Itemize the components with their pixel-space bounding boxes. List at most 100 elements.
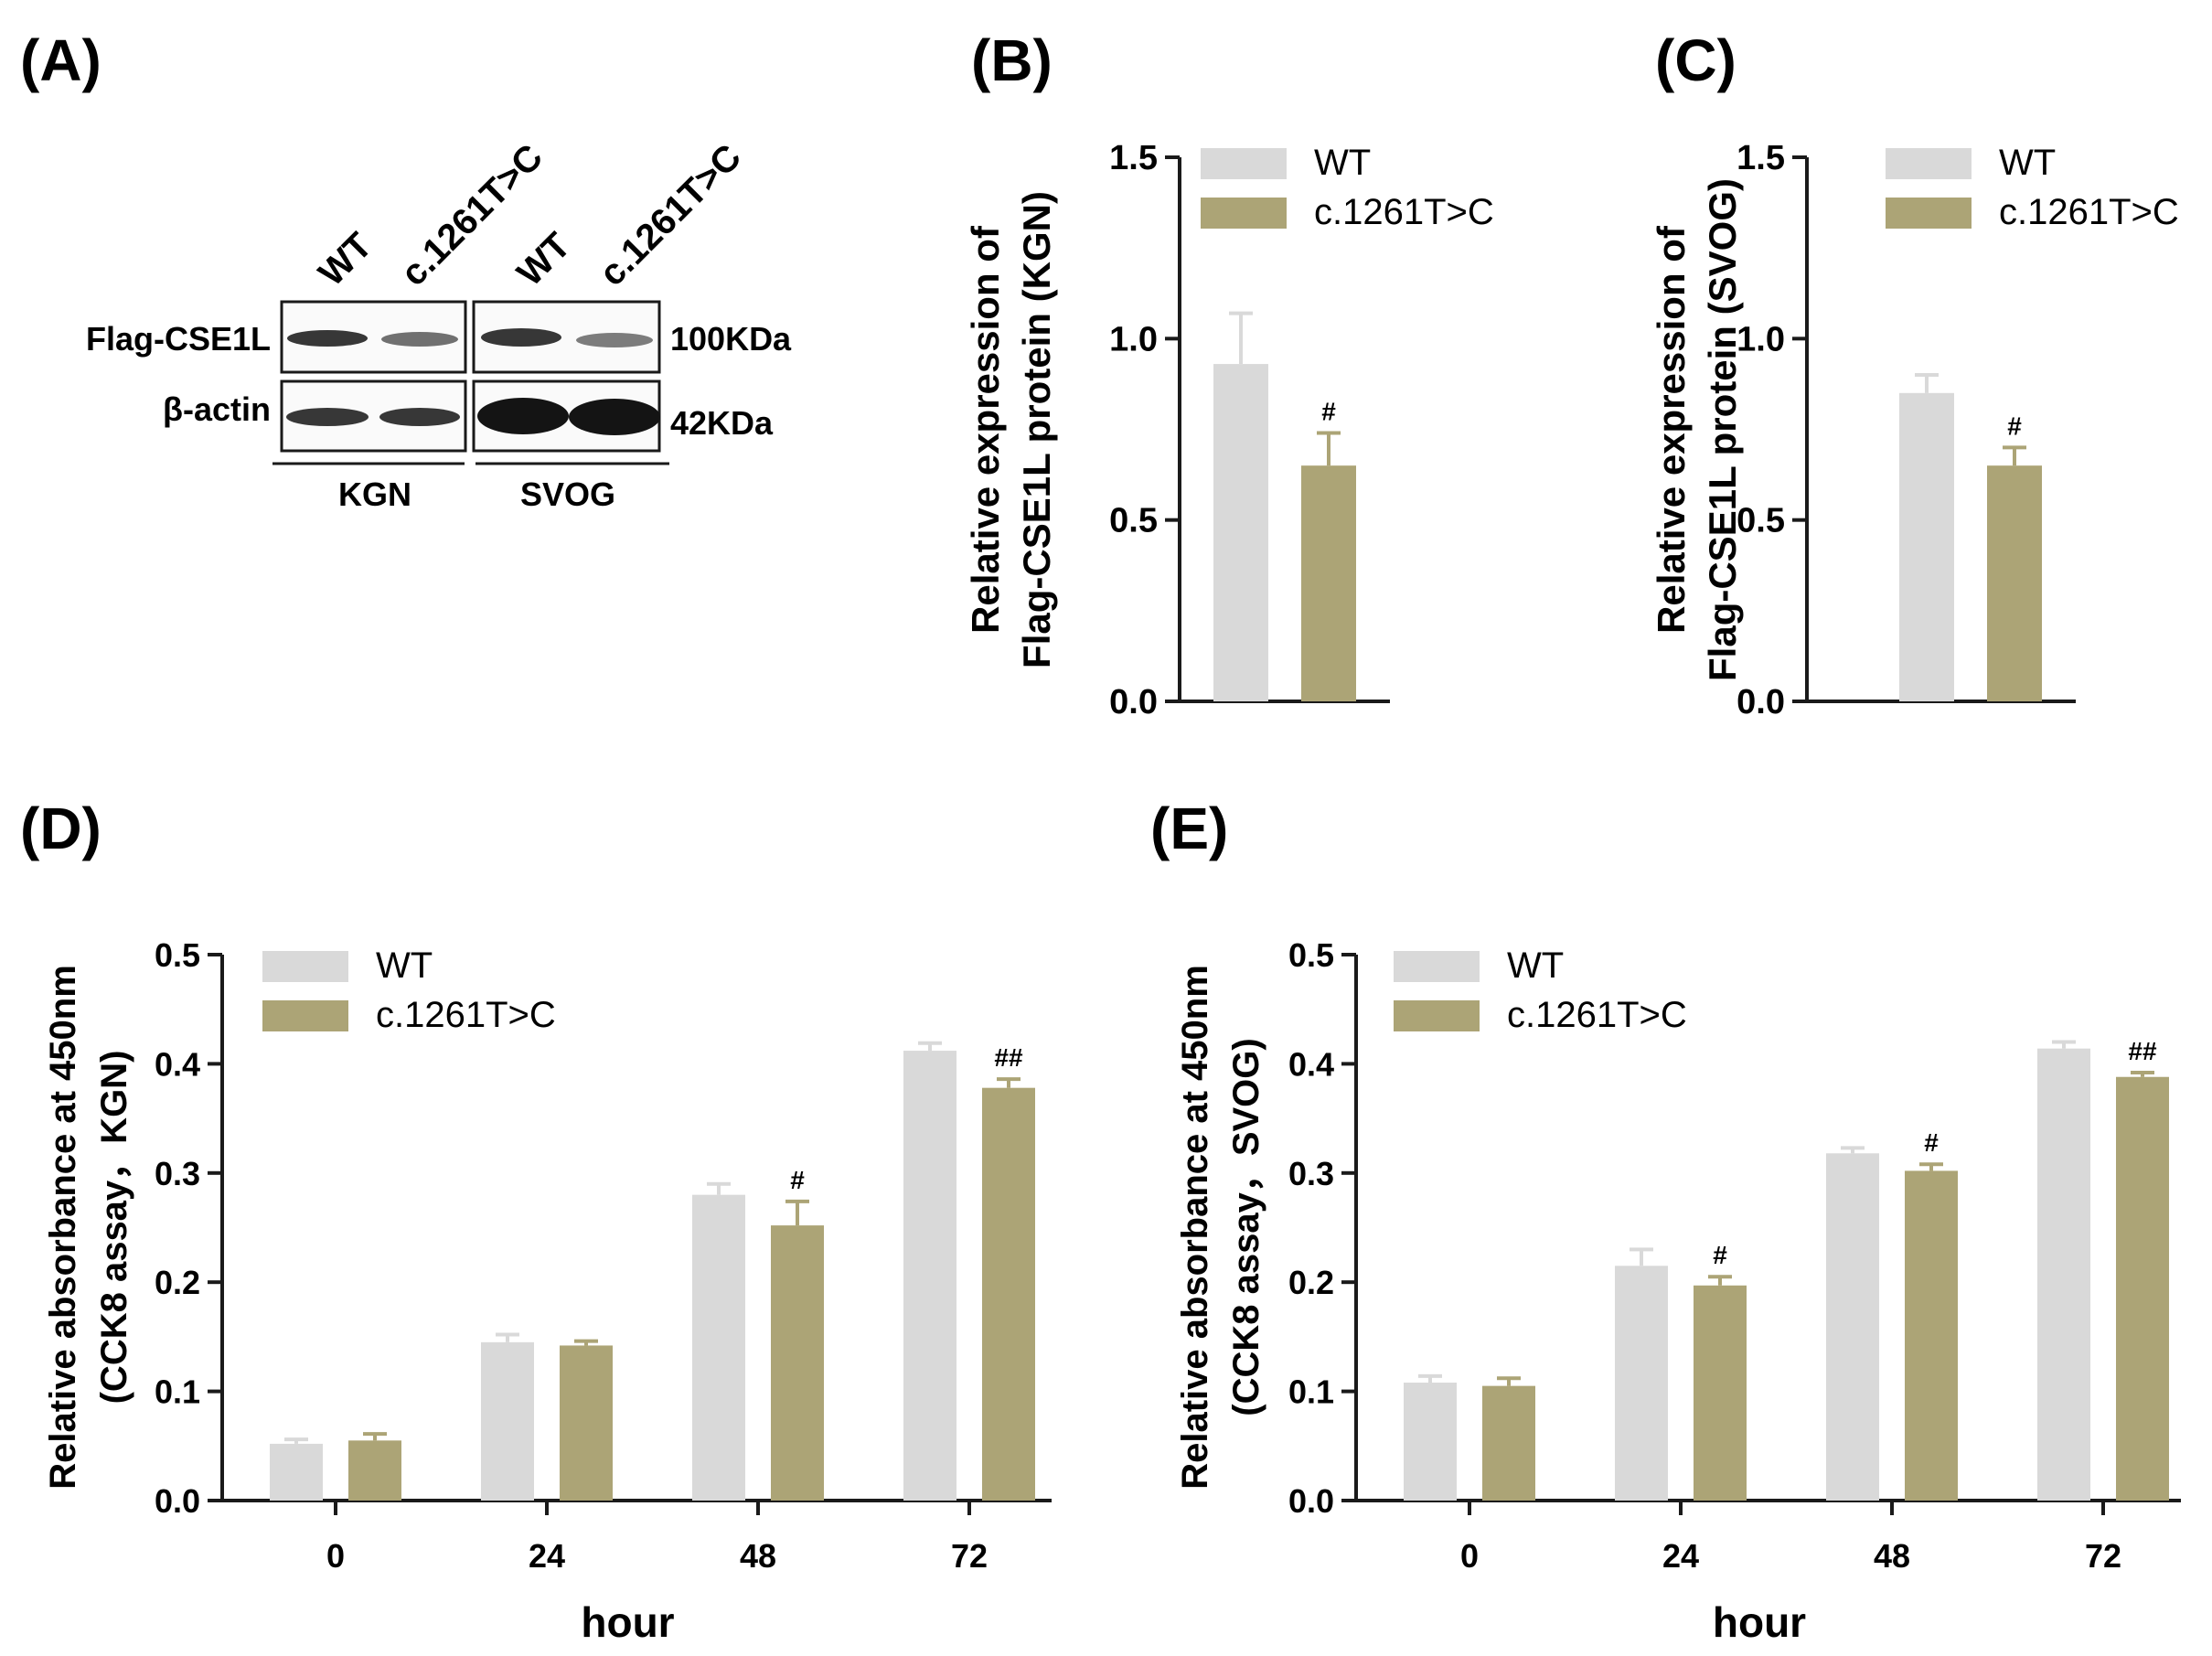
bar — [1404, 1383, 1457, 1501]
blot-band — [481, 328, 561, 347]
blot-band — [379, 408, 460, 426]
y-tick-label: 0.5 — [1109, 502, 1158, 540]
significance-mark: # — [790, 1166, 805, 1194]
y-tick-label: 0.2 — [155, 1264, 200, 1301]
y-tick-label: 0.0 — [155, 1482, 200, 1520]
y-tick-label: 0.5 — [1288, 936, 1334, 974]
bar — [1482, 1385, 1535, 1501]
y-tick-label: 1.5 — [1736, 139, 1785, 177]
y-tick-label: 0.0 — [1288, 1482, 1334, 1520]
y-tick-label: 0.0 — [1736, 683, 1785, 721]
panel-label-a: (A) — [20, 27, 102, 93]
bar — [982, 1087, 1035, 1501]
y-tick-label: 0.4 — [1288, 1045, 1334, 1083]
y-tick-label: 0.1 — [1288, 1373, 1334, 1411]
legend-swatch — [1886, 198, 1972, 229]
legend-swatch — [1886, 148, 1972, 179]
y-tick-label: 1.0 — [1109, 320, 1158, 358]
group-label-kgn: KGN — [338, 475, 411, 513]
y-tick-label: 0.4 — [155, 1045, 200, 1083]
blot-band — [477, 398, 569, 434]
blot-band — [381, 332, 458, 347]
bar — [903, 1051, 956, 1501]
significance-mark: # — [1713, 1241, 1727, 1269]
legend-swatch — [1394, 1000, 1480, 1031]
bar — [1826, 1153, 1879, 1501]
y-tick-label: 0.5 — [155, 936, 200, 974]
bar — [692, 1194, 745, 1501]
significance-mark: # — [2007, 411, 2022, 440]
row-label-actin: β-actin — [163, 390, 271, 428]
bar — [2037, 1048, 2090, 1501]
y-tick-label: 0.3 — [155, 1155, 200, 1192]
bar — [1301, 465, 1356, 701]
size-label-100: 100KDa — [670, 320, 792, 358]
legend-swatch — [1201, 198, 1287, 229]
lane-label: c.1261T>C — [592, 137, 749, 294]
legend-label: c.1261T>C — [1314, 192, 1494, 232]
x-tick-label: 24 — [1662, 1537, 1699, 1575]
panel-label-d: (D) — [20, 796, 102, 861]
y-axis-label: Flag-CSE1L protein (SVOG) — [1701, 178, 1744, 681]
y-axis-label: (CCK8 assay，SVOG) — [1226, 1038, 1266, 1416]
x-tick-label: 48 — [740, 1537, 776, 1575]
legend-swatch — [1201, 148, 1287, 179]
bar — [560, 1345, 613, 1501]
x-tick-label: 0 — [1460, 1537, 1479, 1575]
y-tick-label: 0.1 — [155, 1373, 200, 1411]
group-label-svog: SVOG — [520, 475, 615, 513]
legend-label: c.1261T>C — [1507, 995, 1687, 1035]
legend-label: WT — [1999, 143, 2056, 183]
y-tick-label: 1.0 — [1736, 320, 1785, 358]
y-tick-label: 1.5 — [1109, 139, 1158, 177]
legend-swatch — [262, 951, 348, 982]
y-axis-label: Relative expression of — [964, 225, 1007, 634]
western-blot: WT c.1261T>C WT c.1261T>C Flag-CSE1L β-a… — [86, 137, 792, 513]
blot-band — [569, 399, 660, 435]
chart-e: 0.0 0.1 0.2 0.3 0.4 0.5 Relative absorbance at… — [1175, 936, 2181, 1646]
y-tick-label: 0.5 — [1736, 502, 1785, 540]
blot-band — [287, 330, 368, 347]
x-tick-label: 72 — [951, 1537, 988, 1575]
lane-label: WT — [311, 225, 379, 294]
bar — [1987, 465, 2042, 701]
x-tick-label: 24 — [529, 1537, 565, 1575]
significance-mark: # — [1924, 1128, 1939, 1157]
legend-swatch — [262, 1000, 348, 1031]
bar — [1615, 1266, 1668, 1501]
panel-label-c: (C) — [1655, 27, 1736, 93]
blot-band — [286, 408, 369, 426]
y-axis-label: Relative absorbance at 450nm — [1175, 965, 1215, 1490]
chart-c: 0.0 0.5 1.0 1.5 Relative expression of Flag-C… — [1650, 139, 2179, 721]
x-tick-label: 48 — [1874, 1537, 1910, 1575]
row-label-flag: Flag-CSE1L — [86, 320, 271, 358]
x-tick-label: 72 — [2085, 1537, 2121, 1575]
y-tick-label: 0.2 — [1288, 1264, 1334, 1301]
legend-swatch — [1394, 951, 1480, 982]
legend-label: WT — [376, 946, 433, 986]
legend-label: WT — [1314, 143, 1371, 183]
significance-mark: # — [1321, 397, 1336, 425]
legend-label: c.1261T>C — [1999, 192, 2179, 232]
bar — [348, 1440, 401, 1501]
legend-label: WT — [1507, 946, 1564, 986]
lane-label: WT — [509, 225, 578, 294]
bar — [2116, 1076, 2169, 1501]
y-tick-label: 0.3 — [1288, 1155, 1334, 1192]
chart-d: 0.0 0.1 0.2 0.3 0.4 0.5 Relative absorbance at… — [43, 936, 1052, 1646]
y-axis-label: Relative expression of — [1650, 225, 1693, 634]
y-axis-label: (CCK8 assay，KGN) — [94, 1051, 134, 1405]
bar — [771, 1225, 824, 1501]
significance-mark: ## — [2128, 1037, 2157, 1065]
bar — [1905, 1170, 1958, 1501]
legend-label: c.1261T>C — [376, 995, 556, 1035]
bar — [270, 1443, 323, 1501]
y-axis-label: Relative absorbance at 450nm — [43, 965, 83, 1490]
bar — [1213, 364, 1268, 701]
bar — [1899, 392, 1954, 701]
bar — [1694, 1285, 1747, 1501]
panel-label-b: (B) — [971, 27, 1053, 93]
bar — [481, 1341, 534, 1501]
blot-band — [576, 333, 653, 347]
